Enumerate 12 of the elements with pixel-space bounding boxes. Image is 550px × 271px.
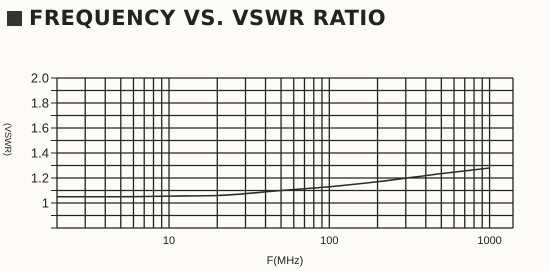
- y-tick-label: 1: [42, 196, 49, 211]
- y-tick-label: 1.8: [30, 96, 49, 111]
- y-tick-label: 1.6: [30, 120, 49, 136]
- x-tick-label: 10: [162, 234, 176, 247]
- y-tick-label: 1.4: [30, 146, 49, 161]
- x-tick-label: 1000: [477, 234, 502, 247]
- y-tick-label: 1.2: [30, 170, 49, 186]
- y-tick-label: 2.0: [30, 70, 49, 86]
- x-axis-title: F(MHz): [266, 255, 304, 267]
- y-axis-title: (VSWR): [2, 123, 13, 156]
- x-tick-label: 100: [320, 234, 338, 247]
- chart-title: FREQUENCY VS. VSWR RATIO: [29, 6, 386, 30]
